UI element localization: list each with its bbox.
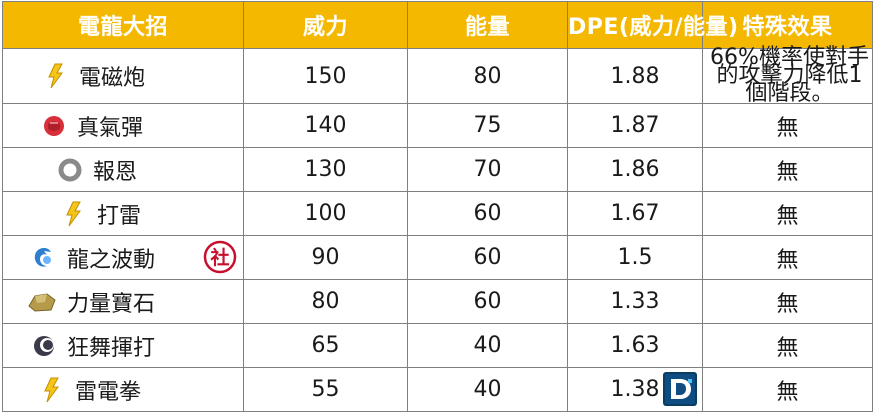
move-name: 龍之波動 [67, 247, 156, 273]
move-cell: 真氣彈 [2, 103, 244, 148]
move-cell: 龍之波動 社 [2, 235, 244, 280]
effect-cell: 無 [702, 147, 873, 192]
d-logo-badge [662, 371, 698, 407]
move-name: 真氣彈 [77, 115, 144, 141]
header-row: 電龍大招 威力 能量 DPE(威力/能量) 特殊效果 [2, 1, 873, 49]
energy-cell: 60 [407, 235, 568, 280]
energy-cell: 70 [407, 147, 568, 192]
rock-type-icon [25, 289, 57, 315]
move-cell: 電磁炮 [2, 48, 244, 104]
move-cell: 狂舞揮打 [2, 323, 244, 368]
header-effect: 特殊效果 [702, 1, 873, 49]
dpe-cell: 1.38 [567, 367, 703, 412]
effect-cell: 無 [702, 191, 873, 236]
community-day-badge-label: 社 [209, 246, 229, 269]
power-cell: 65 [243, 323, 408, 368]
dragon-type-icon [31, 245, 57, 271]
table-row: 龍之波動 社 90 60 1.5 無 [2, 235, 873, 280]
effect-cell: 無 [702, 323, 873, 368]
move-name: 報恩 [93, 159, 138, 185]
effect-cell: 無 [702, 235, 873, 280]
dpe-cell: 1.67 [567, 191, 703, 236]
energy-cell: 60 [407, 279, 568, 324]
header-power: 威力 [243, 1, 408, 49]
header-move: 電龍大招 [2, 1, 244, 49]
move-cell: 打雷 [2, 191, 244, 236]
effect-cell: 無 [702, 367, 873, 412]
move-name: 電磁炮 [79, 66, 146, 91]
energy-cell: 40 [407, 367, 568, 412]
move-name: 雷電拳 [75, 379, 142, 405]
table-row: 報恩 130 70 1.86 無 [2, 147, 873, 192]
power-cell: 80 [243, 279, 408, 324]
energy-cell: 40 [407, 323, 568, 368]
normal-type-icon [57, 157, 83, 183]
electric-type-icon [61, 201, 87, 227]
table-row: 打雷 100 60 1.67 無 [2, 191, 873, 236]
power-cell: 90 [243, 235, 408, 280]
effect-cell: 無 [702, 103, 873, 148]
table-row: 雷電拳 55 40 1.38 無 [2, 367, 873, 412]
dpe-cell: 1.88 [567, 48, 703, 104]
community-day-badge: 社 [203, 240, 237, 274]
effect-cell: 無 [702, 279, 873, 324]
move-name: 打雷 [97, 203, 142, 229]
dpe-value: 1.38 [610, 377, 660, 402]
power-cell: 150 [243, 48, 408, 104]
header-dpe: DPE(威力/能量) [567, 1, 738, 49]
move-cell: 雷電拳 [2, 367, 244, 412]
table-row: 狂舞揮打 65 40 1.63 無 [2, 323, 873, 368]
table-row: 力量寶石 80 60 1.33 無 [2, 279, 873, 324]
move-cell: 報恩 [2, 147, 244, 192]
table-row: 真氣彈 140 75 1.87 無 [2, 103, 873, 148]
dpe-cell: 1.33 [567, 279, 703, 324]
power-cell: 55 [243, 367, 408, 412]
energy-cell: 80 [407, 48, 568, 104]
energy-cell: 60 [407, 191, 568, 236]
electric-type-icon [43, 63, 69, 89]
power-cell: 100 [243, 191, 408, 236]
dpe-cell: 1.5 [567, 235, 703, 280]
dpe-cell: 1.86 [567, 147, 703, 192]
energy-cell: 75 [407, 103, 568, 148]
power-cell: 130 [243, 147, 408, 192]
dpe-cell: 1.63 [567, 323, 703, 368]
table-row: 電磁炮 150 80 1.88 66%機率使對手的攻擊力降低1個階段。 [2, 47, 873, 105]
power-cell: 140 [243, 103, 408, 148]
effect-cell: 66%機率使對手的攻擊力降低1個階段。 [702, 47, 873, 105]
move-name: 力量寶石 [67, 291, 156, 317]
dpe-cell: 1.87 [567, 103, 703, 148]
move-name: 狂舞揮打 [67, 335, 156, 361]
move-cell: 力量寶石 [2, 279, 244, 324]
header-energy: 能量 [407, 1, 568, 49]
fighting-type-icon [41, 113, 67, 139]
electric-type-icon [39, 377, 65, 403]
dark-type-icon [31, 333, 57, 359]
